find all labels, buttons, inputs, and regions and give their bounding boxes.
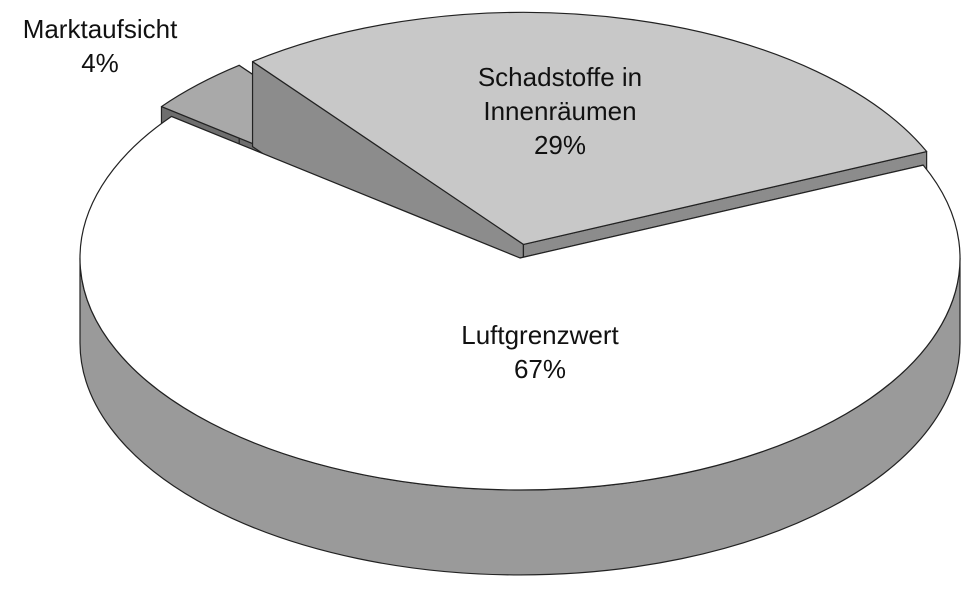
- slice-top: [79, 115, 961, 491]
- slice-label: Schadstoffe in Innenräumen 29%: [440, 60, 680, 162]
- value-label: 67%: [513, 354, 567, 384]
- category-label: Schadstoffe in Innenräumen: [477, 62, 643, 126]
- slice-label: Luftgrenzwert 67%: [410, 318, 670, 386]
- category-label: Luftgrenzwert: [461, 320, 619, 350]
- slice-top: [251, 11, 928, 246]
- category-label: Marktaufsicht: [22, 14, 178, 44]
- slice-label: Marktaufsicht 4%: [0, 12, 230, 80]
- value-label: 29%: [533, 130, 587, 160]
- value-label: 4%: [81, 48, 119, 78]
